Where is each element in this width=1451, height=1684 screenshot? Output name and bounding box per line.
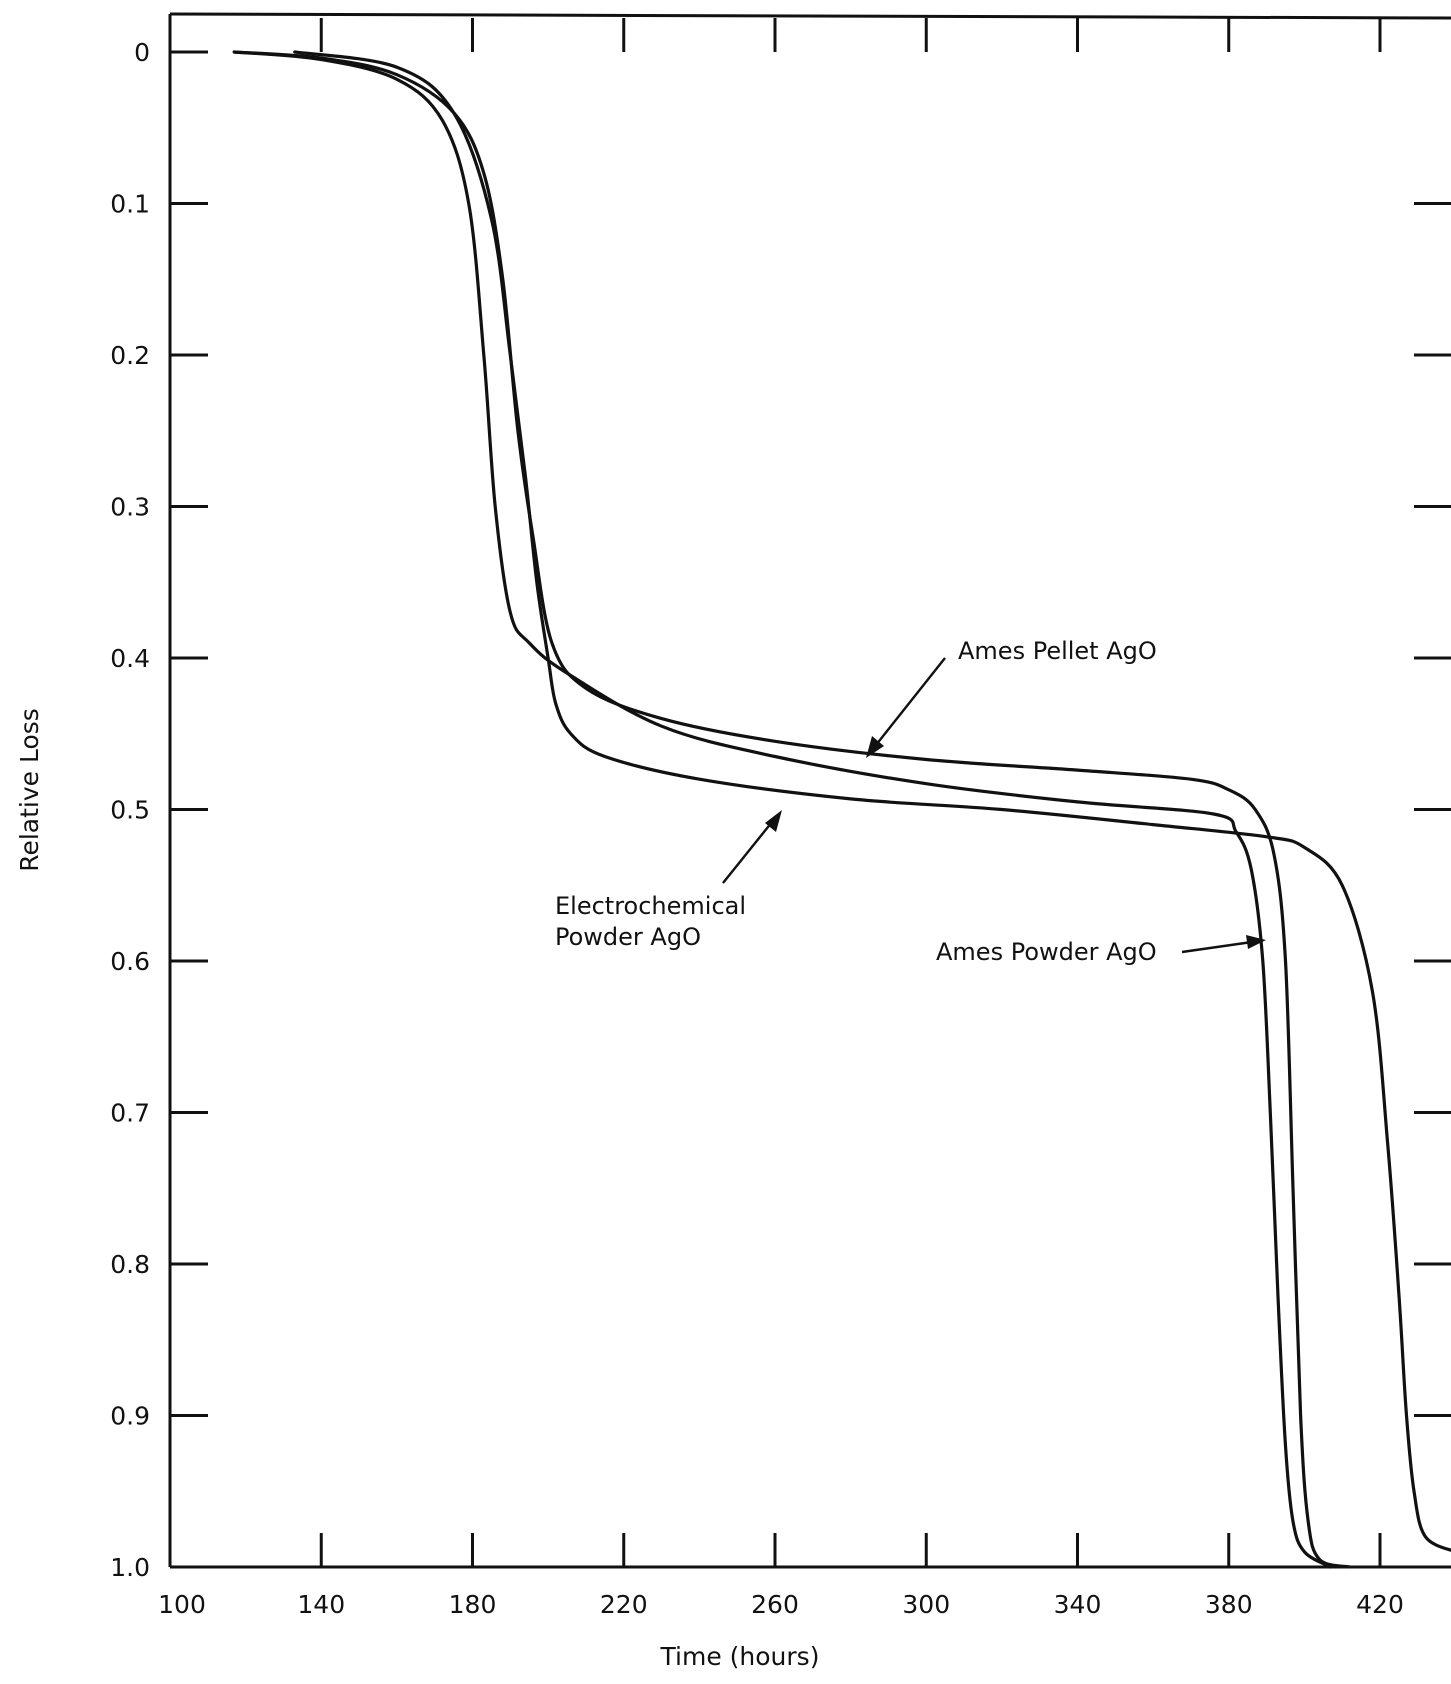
x-axis-label: Time (hours) — [660, 1642, 820, 1671]
annotation-ames-powder: Ames Powder AgO — [936, 935, 1266, 966]
y-tick-label: 0.4 — [110, 644, 150, 673]
series-line-electrochemical-powder-ago — [232, 50, 1333, 1569]
y-tick-label: 0.3 — [110, 493, 150, 522]
y-tick-label: 1.0 — [110, 1553, 150, 1582]
x-tick-label: 420 — [1356, 1590, 1404, 1619]
annotation-electrochemical-text-line2: Powder AgO — [555, 923, 701, 951]
x-tick-label: 180 — [449, 1590, 497, 1619]
annotation-electrochemical-arrow — [722, 821, 773, 884]
x-tick-label: 300 — [902, 1590, 950, 1619]
y-tick-label: 0.8 — [110, 1250, 150, 1279]
annotation-ames-powder-arrow — [1181, 940, 1253, 954]
y-tick-label: 0.6 — [110, 947, 150, 976]
y-tick-label: 0 — [134, 38, 150, 67]
top-frame-line — [169, 12, 1451, 20]
x-tick-label: 260 — [751, 1590, 799, 1619]
annotation-ames-pellet-arrowhead — [866, 736, 884, 758]
annotation-electrochemical-text-line1: Electrochemical — [555, 892, 746, 920]
ticks: 0 0.1 0.2 0.3 0.4 0.5 0.6 0.7 0.8 0.9 1.0 100 140 180… — [110, 18, 1451, 1619]
annotation-ames-powder-arrowhead — [1246, 935, 1266, 949]
annotation-ames-pellet-text: Ames Pellet AgO — [958, 637, 1157, 665]
y-tick-label: 0.2 — [110, 341, 150, 370]
axes — [168, 12, 1451, 1569]
curves — [232, 50, 1451, 1569]
annotation-electrochemical: Electrochemical Powder AgO — [555, 810, 782, 951]
annotation-ames-powder-text: Ames Powder AgO — [936, 938, 1157, 966]
y-tick-label: 0.1 — [110, 190, 150, 219]
annotation-electrochemical-arrowhead — [765, 810, 782, 832]
x-tick-label: 140 — [297, 1590, 345, 1619]
y-tick-label: 0.5 — [110, 796, 150, 825]
annotation-ames-pellet-arrow — [875, 657, 946, 746]
x-tick-label: 100 — [158, 1590, 206, 1619]
x-tick-label: 380 — [1205, 1590, 1253, 1619]
y-tick-label: 0.7 — [110, 1099, 150, 1128]
annotation-ames-pellet: Ames Pellet AgO — [866, 637, 1157, 758]
series-line-ames-powder-ago — [293, 50, 1451, 1552]
x-tick-label: 220 — [600, 1590, 648, 1619]
series-line-ames-pellet-ago — [232, 50, 1352, 1569]
y-axis-label: Relative Loss — [15, 708, 44, 872]
x-tick-label: 340 — [1054, 1590, 1102, 1619]
y-tick-label: 0.9 — [110, 1402, 150, 1431]
